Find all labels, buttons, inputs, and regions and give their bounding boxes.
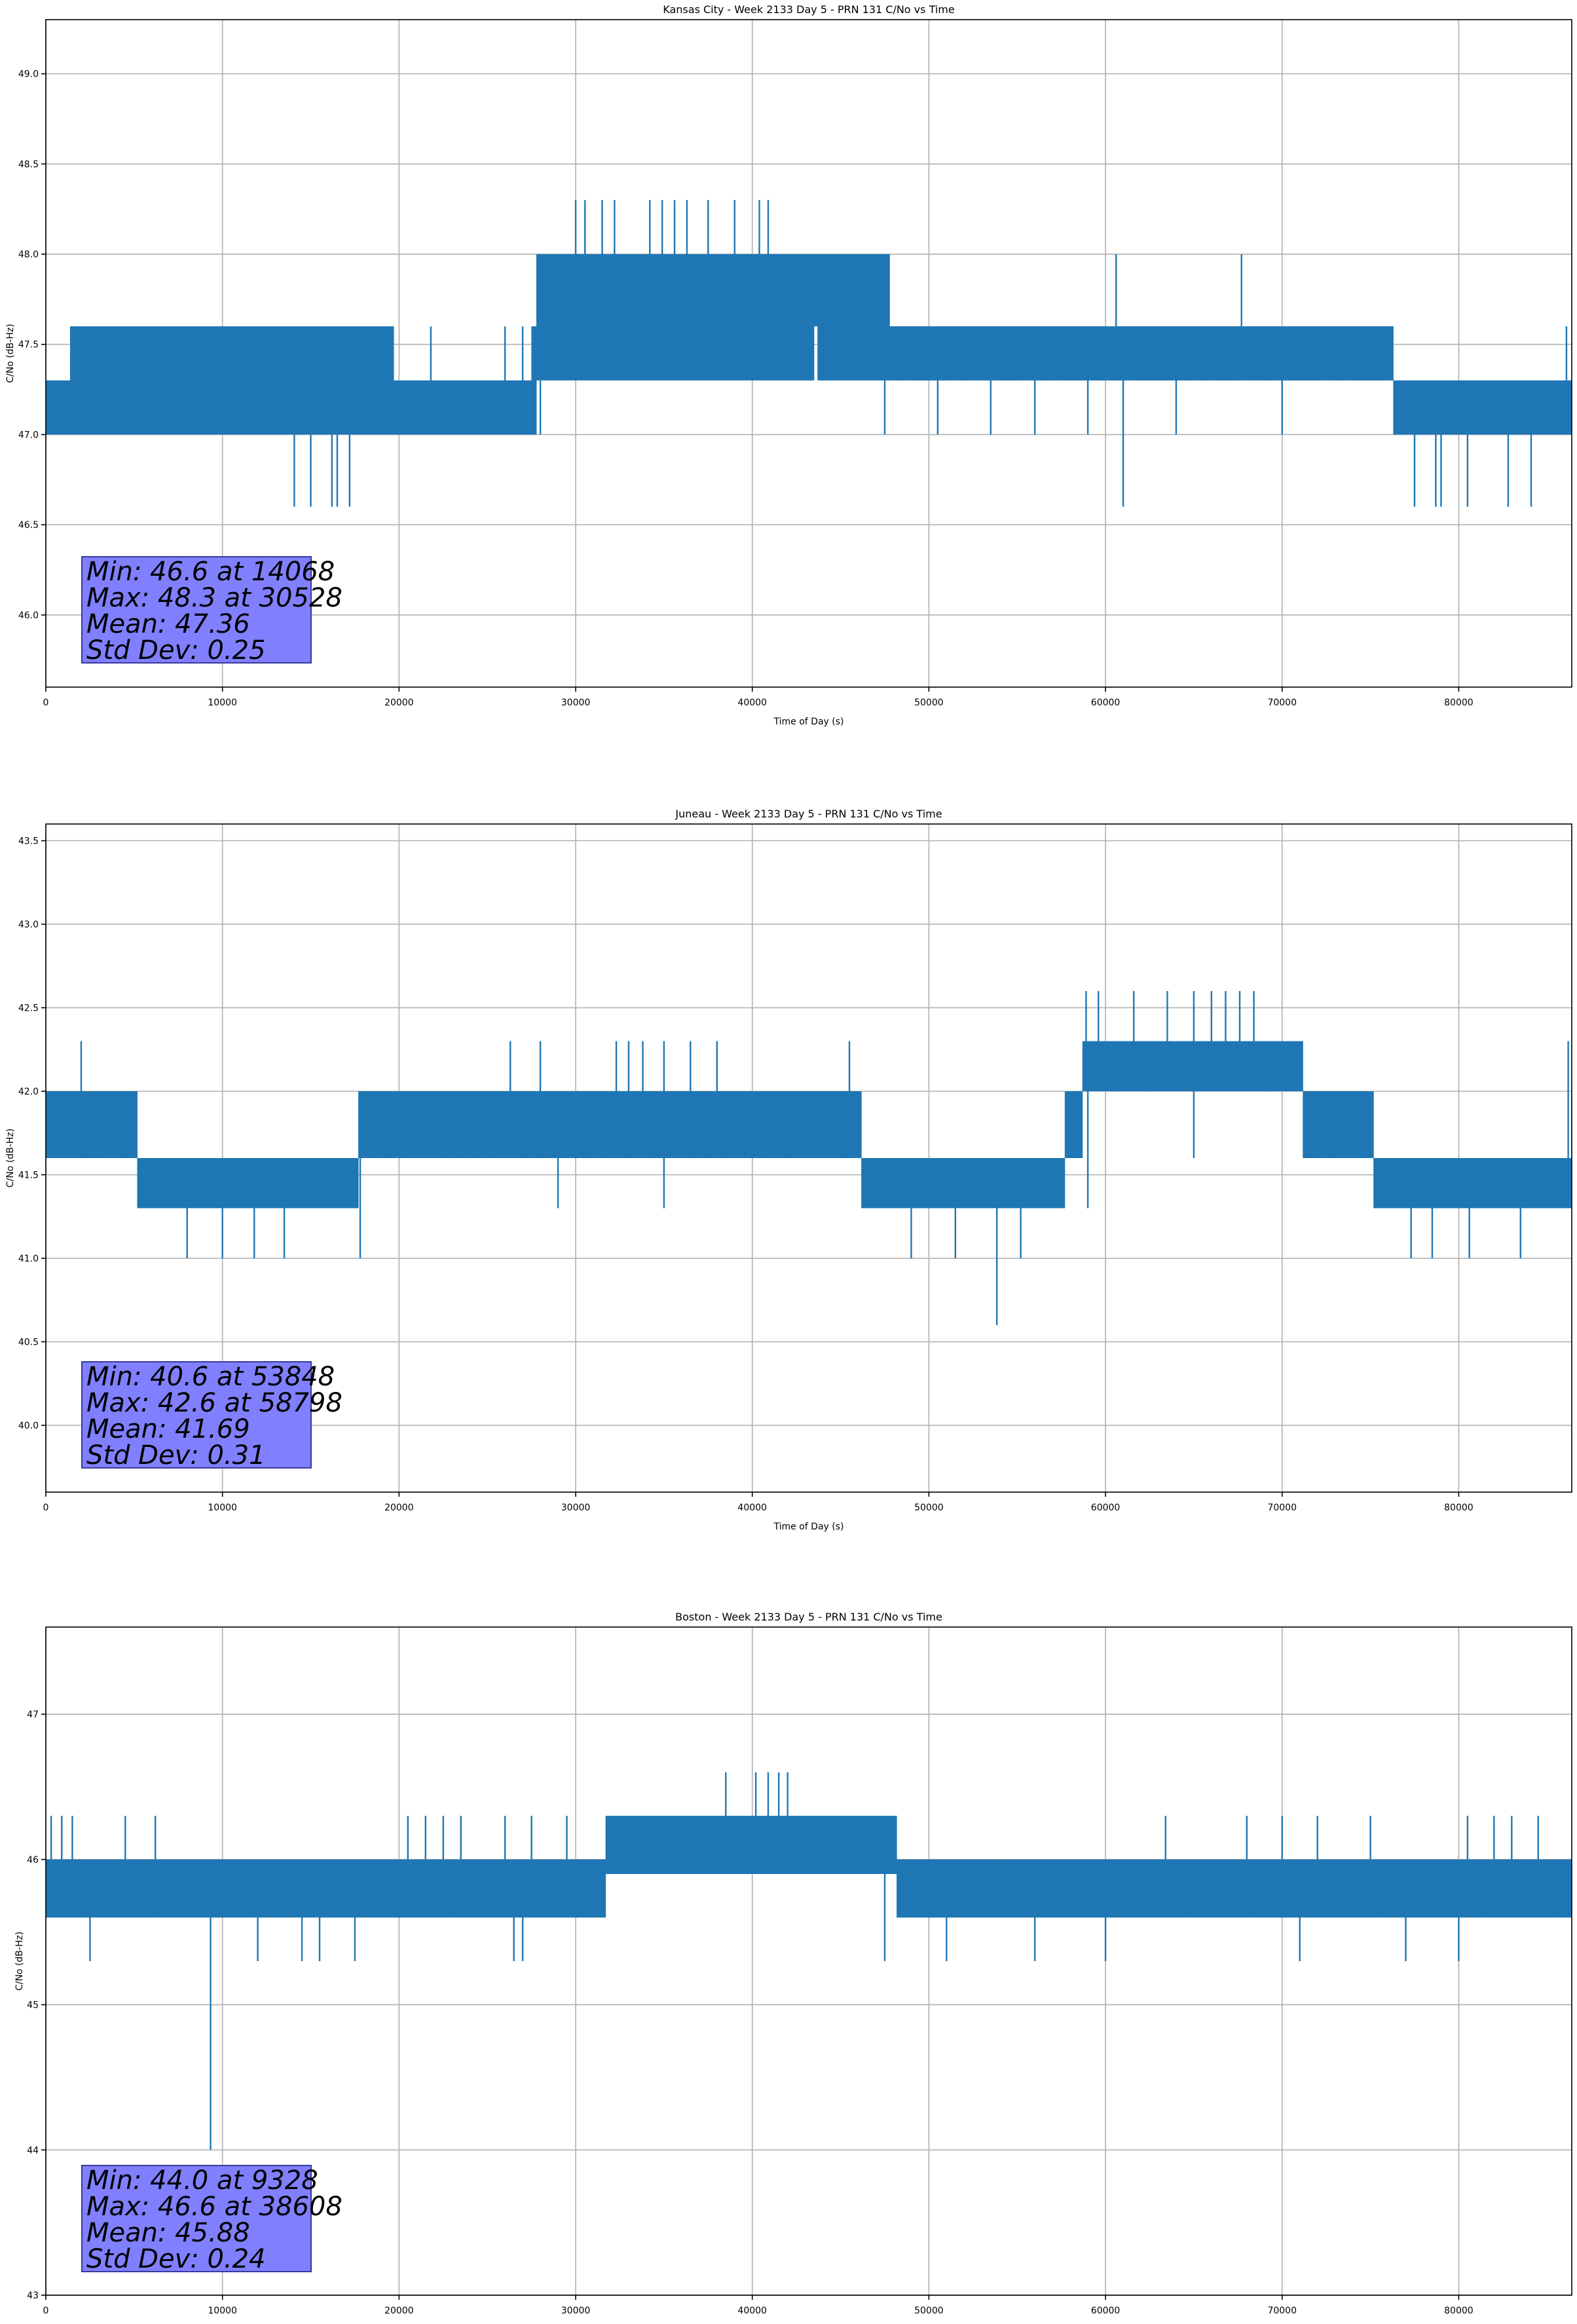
- x-tick-label: 20000: [384, 698, 414, 708]
- y-axis-label: C/No (dB-Hz): [5, 324, 16, 383]
- x-tick-label: 30000: [561, 698, 591, 708]
- axes-frame: [45, 823, 1572, 1493]
- axes-frame: [45, 19, 1572, 688]
- x-tick-label: 40000: [737, 1503, 767, 1513]
- y-tick-label: 46.0: [18, 610, 39, 621]
- x-tick-label: 30000: [561, 1503, 591, 1513]
- y-tick-label: 49.0: [18, 69, 39, 80]
- x-tick-label: 10000: [208, 1503, 237, 1513]
- y-tick-label: 48.0: [18, 250, 39, 260]
- x-tick-label: 20000: [384, 1503, 414, 1513]
- y-tick-label: 40.0: [18, 1421, 39, 1431]
- x-tick-label: 0: [43, 698, 49, 708]
- x-tick-label: 40000: [737, 698, 767, 708]
- chart-panel-1: 0 10000 20000 30000 40000 50000 60000 70000 8000…: [5, 808, 1572, 1532]
- chart-panel-2: 0 10000 20000 30000 40000 50000 60000 70000 8000…: [14, 1611, 1572, 2316]
- chart-title: Juneau - Week 2133 Day 5 - PRN 131 C/No …: [675, 808, 942, 820]
- y-tick-label: 46.5: [18, 520, 39, 531]
- data-series: [46, 1772, 1572, 2150]
- x-tick-label: 10000: [208, 698, 237, 708]
- x-axis-label: Time of Day (s): [773, 1522, 844, 1532]
- y-tick-label: 42.5: [18, 1003, 39, 1014]
- data-series: [46, 991, 1572, 1325]
- y-tick-label: 47.5: [18, 340, 39, 350]
- y-tick-label: 41.5: [18, 1171, 39, 1181]
- x-tick-label: 70000: [1267, 698, 1297, 708]
- x-tick-label: 0: [43, 1503, 49, 1513]
- chart-panel-0: 0 10000 20000 30000 40000 50000 60000 70000 8000…: [5, 3, 1572, 727]
- x-tick-label: 80000: [1444, 698, 1474, 708]
- x-tick-label: 50000: [914, 1503, 944, 1513]
- y-tick-label: 40.5: [18, 1338, 39, 1348]
- y-tick-label: 41.0: [18, 1254, 39, 1264]
- y-tick-label: 48.5: [18, 159, 39, 170]
- y-tick-label: 42.0: [18, 1087, 39, 1097]
- chart-title: Kansas City - Week 2133 Day 5 - PRN 131 …: [663, 3, 954, 16]
- x-tick-label: 70000: [1267, 1503, 1297, 1513]
- y-tick-label: 47.0: [18, 430, 39, 440]
- x-tick-label: 60000: [1091, 1503, 1121, 1513]
- y-tick-label: 43.5: [18, 836, 39, 847]
- x-tick-label: 50000: [914, 698, 944, 708]
- y-axis-label: C/No (dB-Hz): [5, 1129, 16, 1188]
- y-tick-label: 43.0: [18, 920, 39, 930]
- data-series: [46, 200, 1572, 507]
- x-axis-label: Time of Day (s): [773, 717, 844, 727]
- x-tick-label: 60000: [1091, 698, 1121, 708]
- x-tick-label: 80000: [1444, 1503, 1474, 1513]
